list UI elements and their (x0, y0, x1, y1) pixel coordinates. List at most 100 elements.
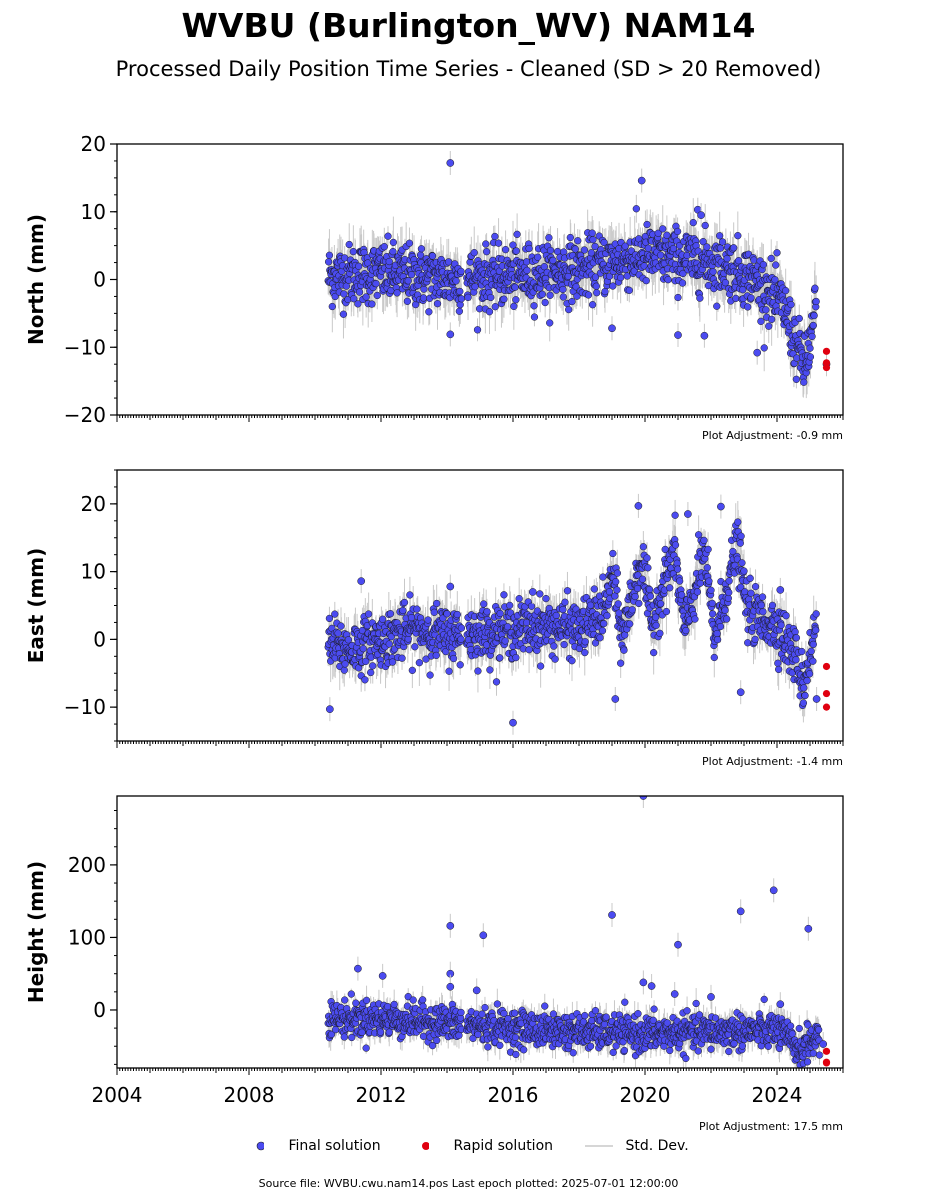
final-solution-point (630, 267, 638, 275)
final-solution-point (408, 666, 417, 674)
final-solution-point (492, 678, 501, 686)
final-solution-point (757, 601, 765, 609)
final-solution-point (617, 659, 625, 667)
final-solution-point (723, 615, 731, 623)
final-solution-point (767, 254, 775, 263)
final-solution-point (530, 302, 538, 310)
final-solution-point (389, 247, 397, 256)
final-solution-point (613, 569, 622, 577)
final-solution-point (432, 651, 440, 660)
final-solution-point (750, 256, 758, 264)
final-solution-point (387, 633, 395, 641)
panel-data-layer (324, 150, 831, 399)
final-solution-point (513, 230, 521, 238)
final-solution-point (420, 285, 428, 293)
final-solution-point (503, 623, 512, 631)
final-solution-point (389, 238, 398, 247)
final-solution-point (737, 583, 745, 591)
final-solution-point (400, 598, 409, 607)
final-solution-point (806, 353, 815, 361)
final-solution-point (792, 656, 800, 664)
final-solution-point (792, 634, 801, 642)
final-solution-point (406, 591, 414, 599)
final-solution-point (759, 608, 767, 616)
final-solution-point (574, 237, 582, 245)
final-solution-point (631, 592, 639, 601)
final-solution-point (456, 287, 464, 296)
final-solution-point (638, 575, 647, 583)
y-axis-label: North (mm) (24, 214, 48, 345)
final-solution-point (500, 295, 508, 303)
chart-subtitle: Processed Daily Position Time Series - C… (115, 57, 822, 81)
final-solution-point (433, 599, 441, 608)
final-solution-point (591, 273, 600, 281)
y-tick-label: −20 (64, 403, 106, 427)
final-solution-point (782, 286, 790, 295)
final-solution-point (697, 211, 705, 219)
final-solution-point (800, 378, 808, 386)
final-solution-point (455, 307, 464, 315)
final-solution-point (433, 300, 442, 308)
final-solution-point (398, 654, 406, 662)
final-solution-point (586, 601, 595, 609)
final-solution-point (457, 624, 466, 632)
final-solution-point (511, 283, 519, 291)
final-solution-point (350, 295, 358, 303)
panel-data-layer (324, 493, 831, 735)
final-solution-point (546, 319, 554, 327)
final-solution-point (354, 300, 362, 308)
final-solution-point (798, 647, 806, 656)
final-solution-point (501, 245, 510, 254)
final-solution-point (474, 667, 482, 675)
final-solution-point (615, 609, 623, 617)
final-solution-point (379, 615, 387, 623)
final-solution-point (806, 344, 814, 352)
final-solution-point (657, 600, 665, 608)
final-solution-point (530, 313, 539, 321)
final-solution-point (613, 586, 621, 594)
final-solution-point (744, 303, 752, 311)
final-solution-point (762, 306, 770, 314)
final-solution-point (632, 205, 640, 213)
final-solution-point (593, 289, 601, 297)
final-solution-point (452, 277, 460, 285)
final-solution-point (713, 629, 721, 638)
final-solution-point (566, 233, 574, 242)
final-solution-point (588, 301, 597, 309)
final-solution-point (550, 642, 558, 650)
final-solution-point (696, 579, 704, 587)
final-solution-point (777, 621, 785, 629)
final-solution-point (334, 629, 342, 637)
final-solution-point (328, 302, 336, 311)
final-solution-point (600, 238, 608, 247)
final-solution-point (361, 676, 369, 684)
final-solution-point (598, 627, 607, 635)
final-solution-point (808, 332, 816, 341)
final-solution-point (664, 276, 672, 284)
rapid-solution-point (822, 347, 831, 355)
final-solution-point (560, 640, 568, 649)
final-solution-point (716, 622, 725, 631)
final-solution-point (643, 554, 651, 562)
final-solution-point (372, 280, 380, 288)
final-solution-point (671, 541, 680, 549)
final-solution-point (603, 612, 611, 620)
final-solution-point (741, 588, 749, 596)
final-solution-point (787, 300, 795, 309)
final-solution-point (614, 600, 622, 608)
final-solution-point (536, 662, 545, 670)
final-solution-point (446, 330, 455, 339)
final-solution-point (652, 621, 660, 630)
final-solution-point (487, 293, 495, 302)
final-solution-point (678, 279, 687, 287)
final-solution-point (546, 291, 554, 299)
final-solution-point (457, 635, 465, 643)
final-solution-point (620, 646, 628, 654)
final-solution-point (559, 285, 567, 294)
final-solution-point (730, 244, 738, 252)
final-solution-point (771, 276, 779, 284)
final-solution-point (774, 659, 782, 667)
final-solution-point (411, 643, 419, 651)
final-solution-point (446, 159, 455, 167)
final-solution-point (373, 291, 381, 300)
